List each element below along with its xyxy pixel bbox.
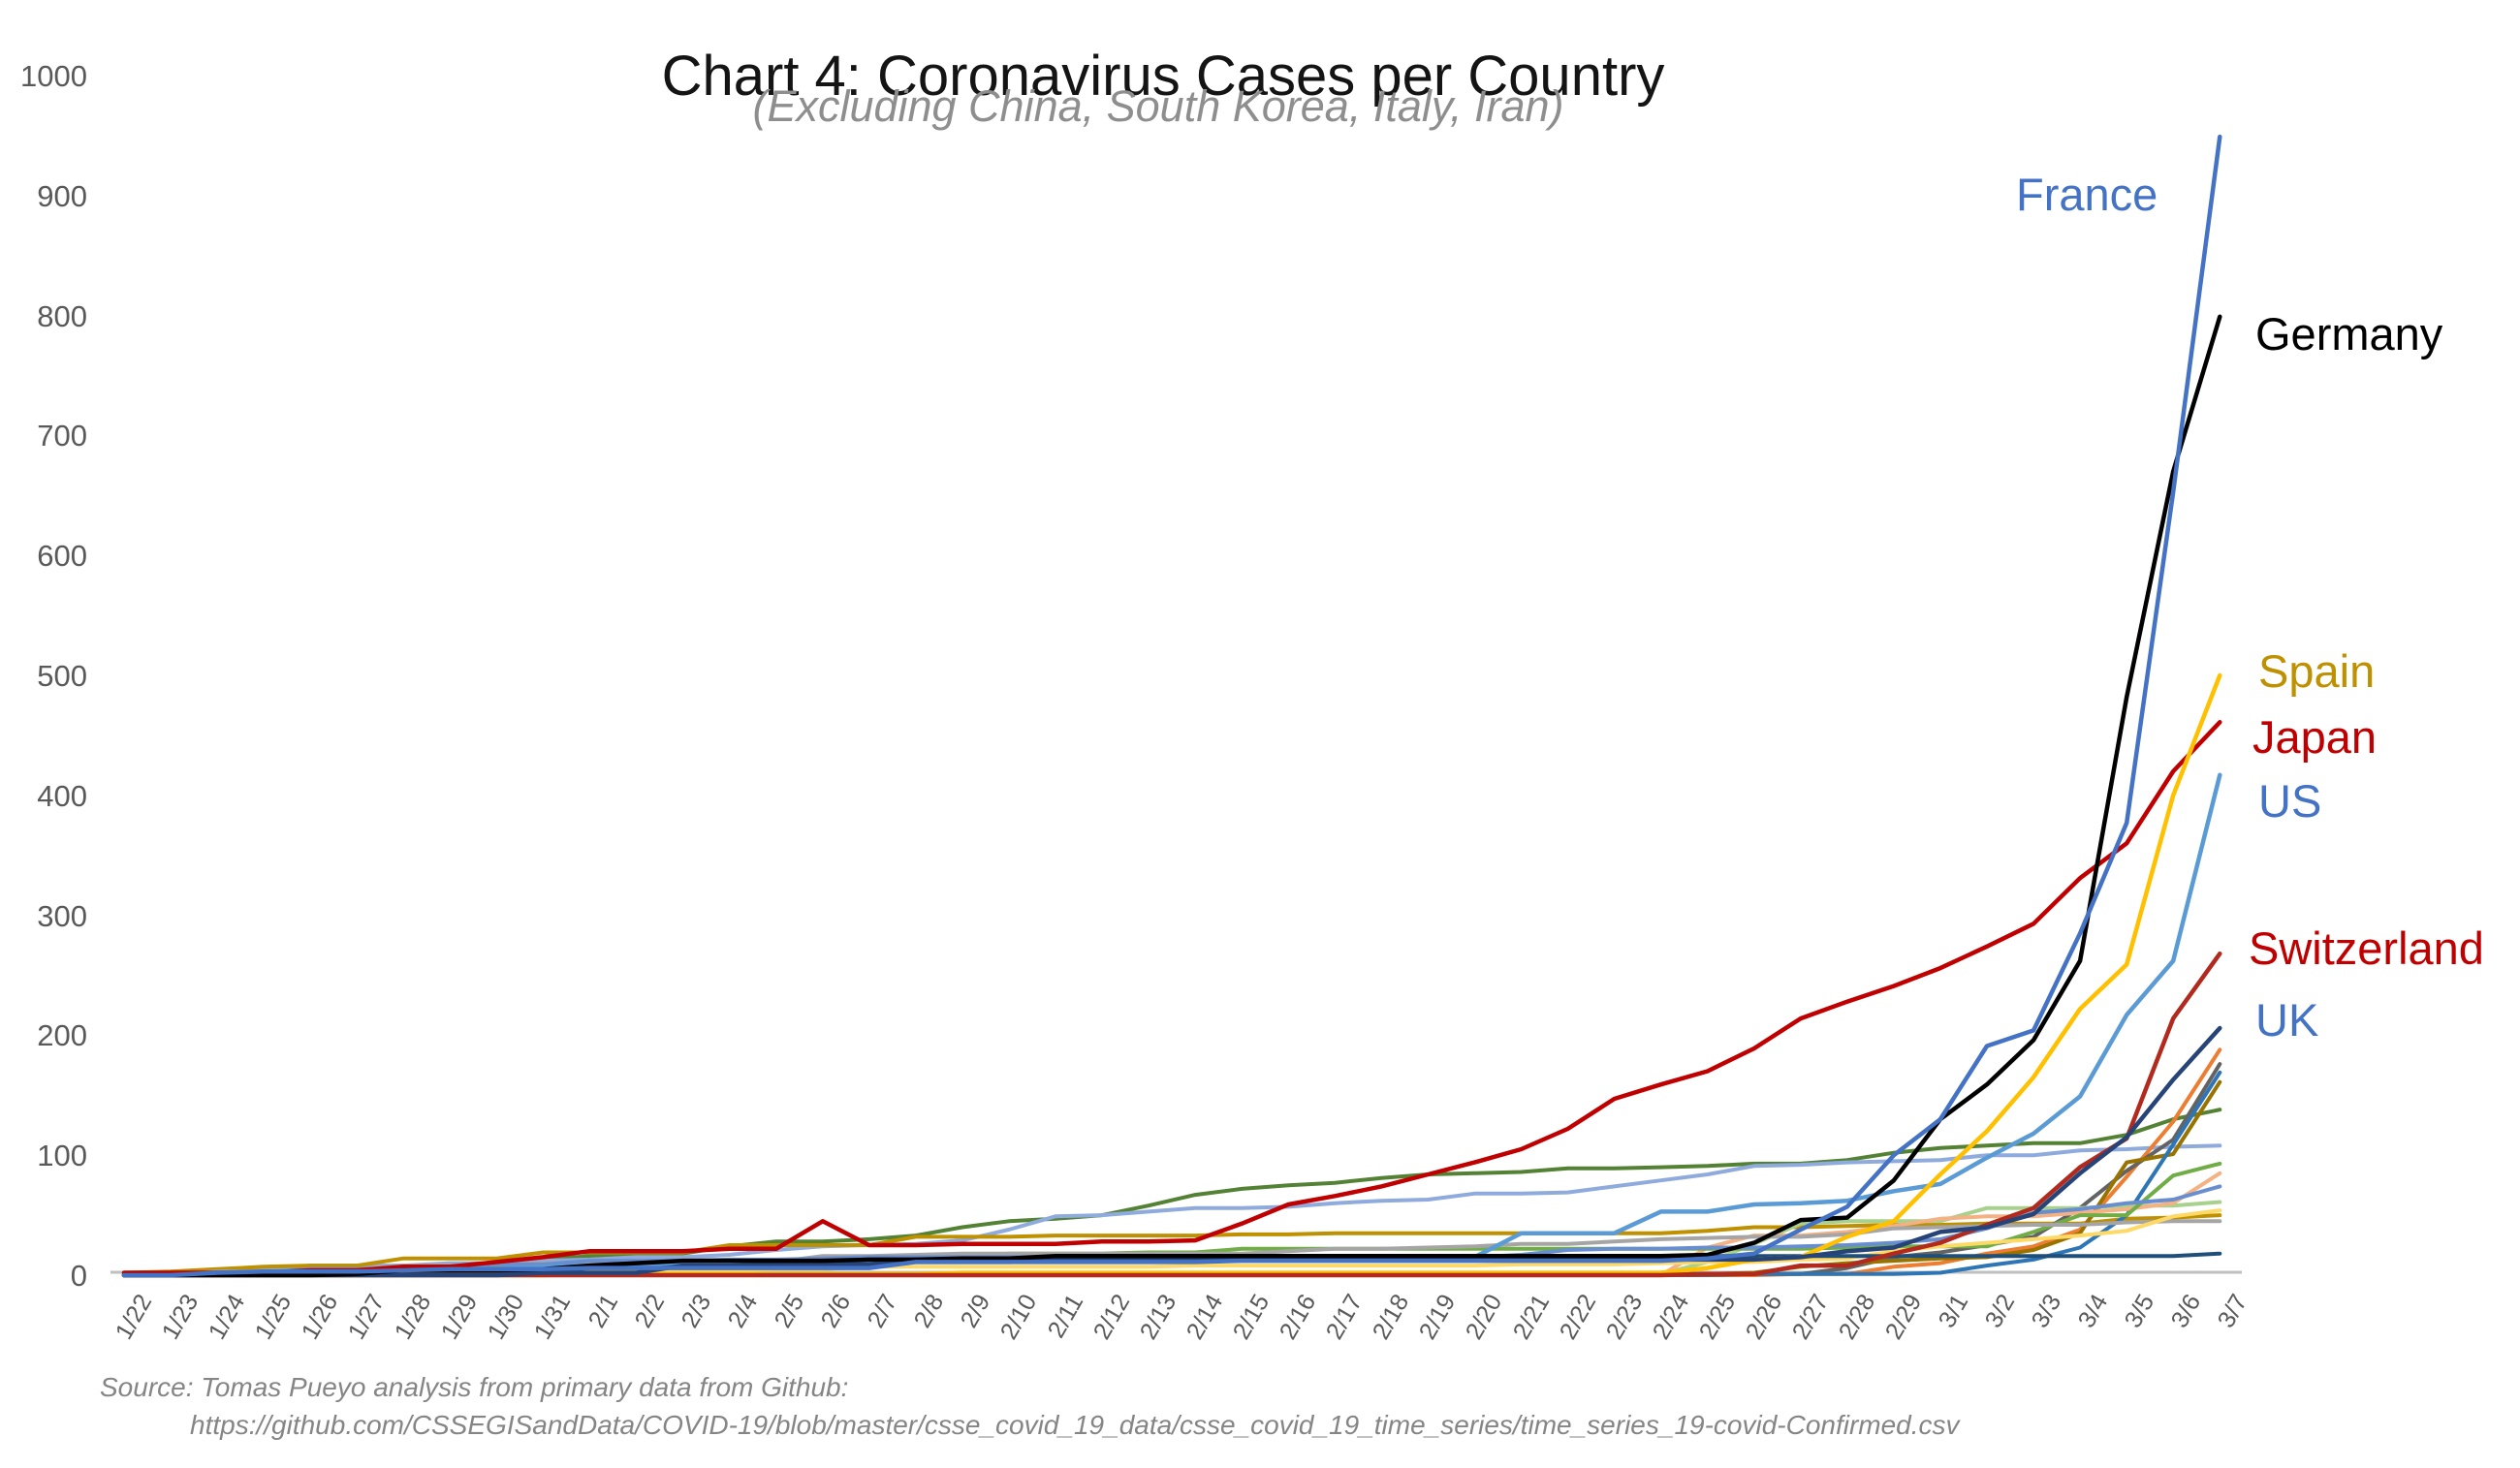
series-label-Spain: Spain: [2258, 645, 2376, 697]
series-line-France: [121, 134, 2222, 1278]
series-line-Japan: [121, 720, 2222, 1275]
series-label-Switzerland: Switzerland: [2249, 922, 2484, 974]
chart-subtitle: (Excluding China, South Korea, Italy, Ir…: [752, 81, 1564, 131]
y-tick-label: 200: [37, 1018, 87, 1053]
y-tick-label: 600: [37, 539, 87, 574]
y-tick-label: 0: [70, 1259, 87, 1293]
series-label-US: US: [2258, 775, 2322, 827]
series-label-Japan: Japan: [2252, 711, 2378, 763]
series-label-France: France: [2016, 169, 2158, 220]
chart-title: Chart 4: Coronavirus Cases per Country: [661, 44, 1665, 108]
source-text-line1: Source: Tomas Pueyo analysis from primar…: [100, 1372, 849, 1402]
series-line-Germany: [121, 314, 2222, 1278]
y-tick-label: 400: [37, 778, 87, 813]
y-tick-label: 100: [37, 1139, 87, 1173]
y-tick-label: 1000: [20, 59, 87, 93]
y-tick-label: 700: [37, 419, 87, 453]
series-line-UK: [121, 1025, 2222, 1278]
y-tick-label: 300: [37, 898, 87, 933]
series-label-UK: UK: [2255, 994, 2319, 1046]
y-tick-label: 500: [37, 659, 87, 693]
series-line-Thailand: [122, 1213, 2222, 1275]
y-tick-label: 900: [37, 178, 87, 213]
series-label-Germany: Germany: [2255, 308, 2443, 359]
series-line-Spain: [121, 672, 2222, 1278]
y-tick-label: 800: [37, 298, 87, 333]
source-text-line2: https://github.com/CSSEGISandData/COVID-…: [190, 1410, 1960, 1440]
